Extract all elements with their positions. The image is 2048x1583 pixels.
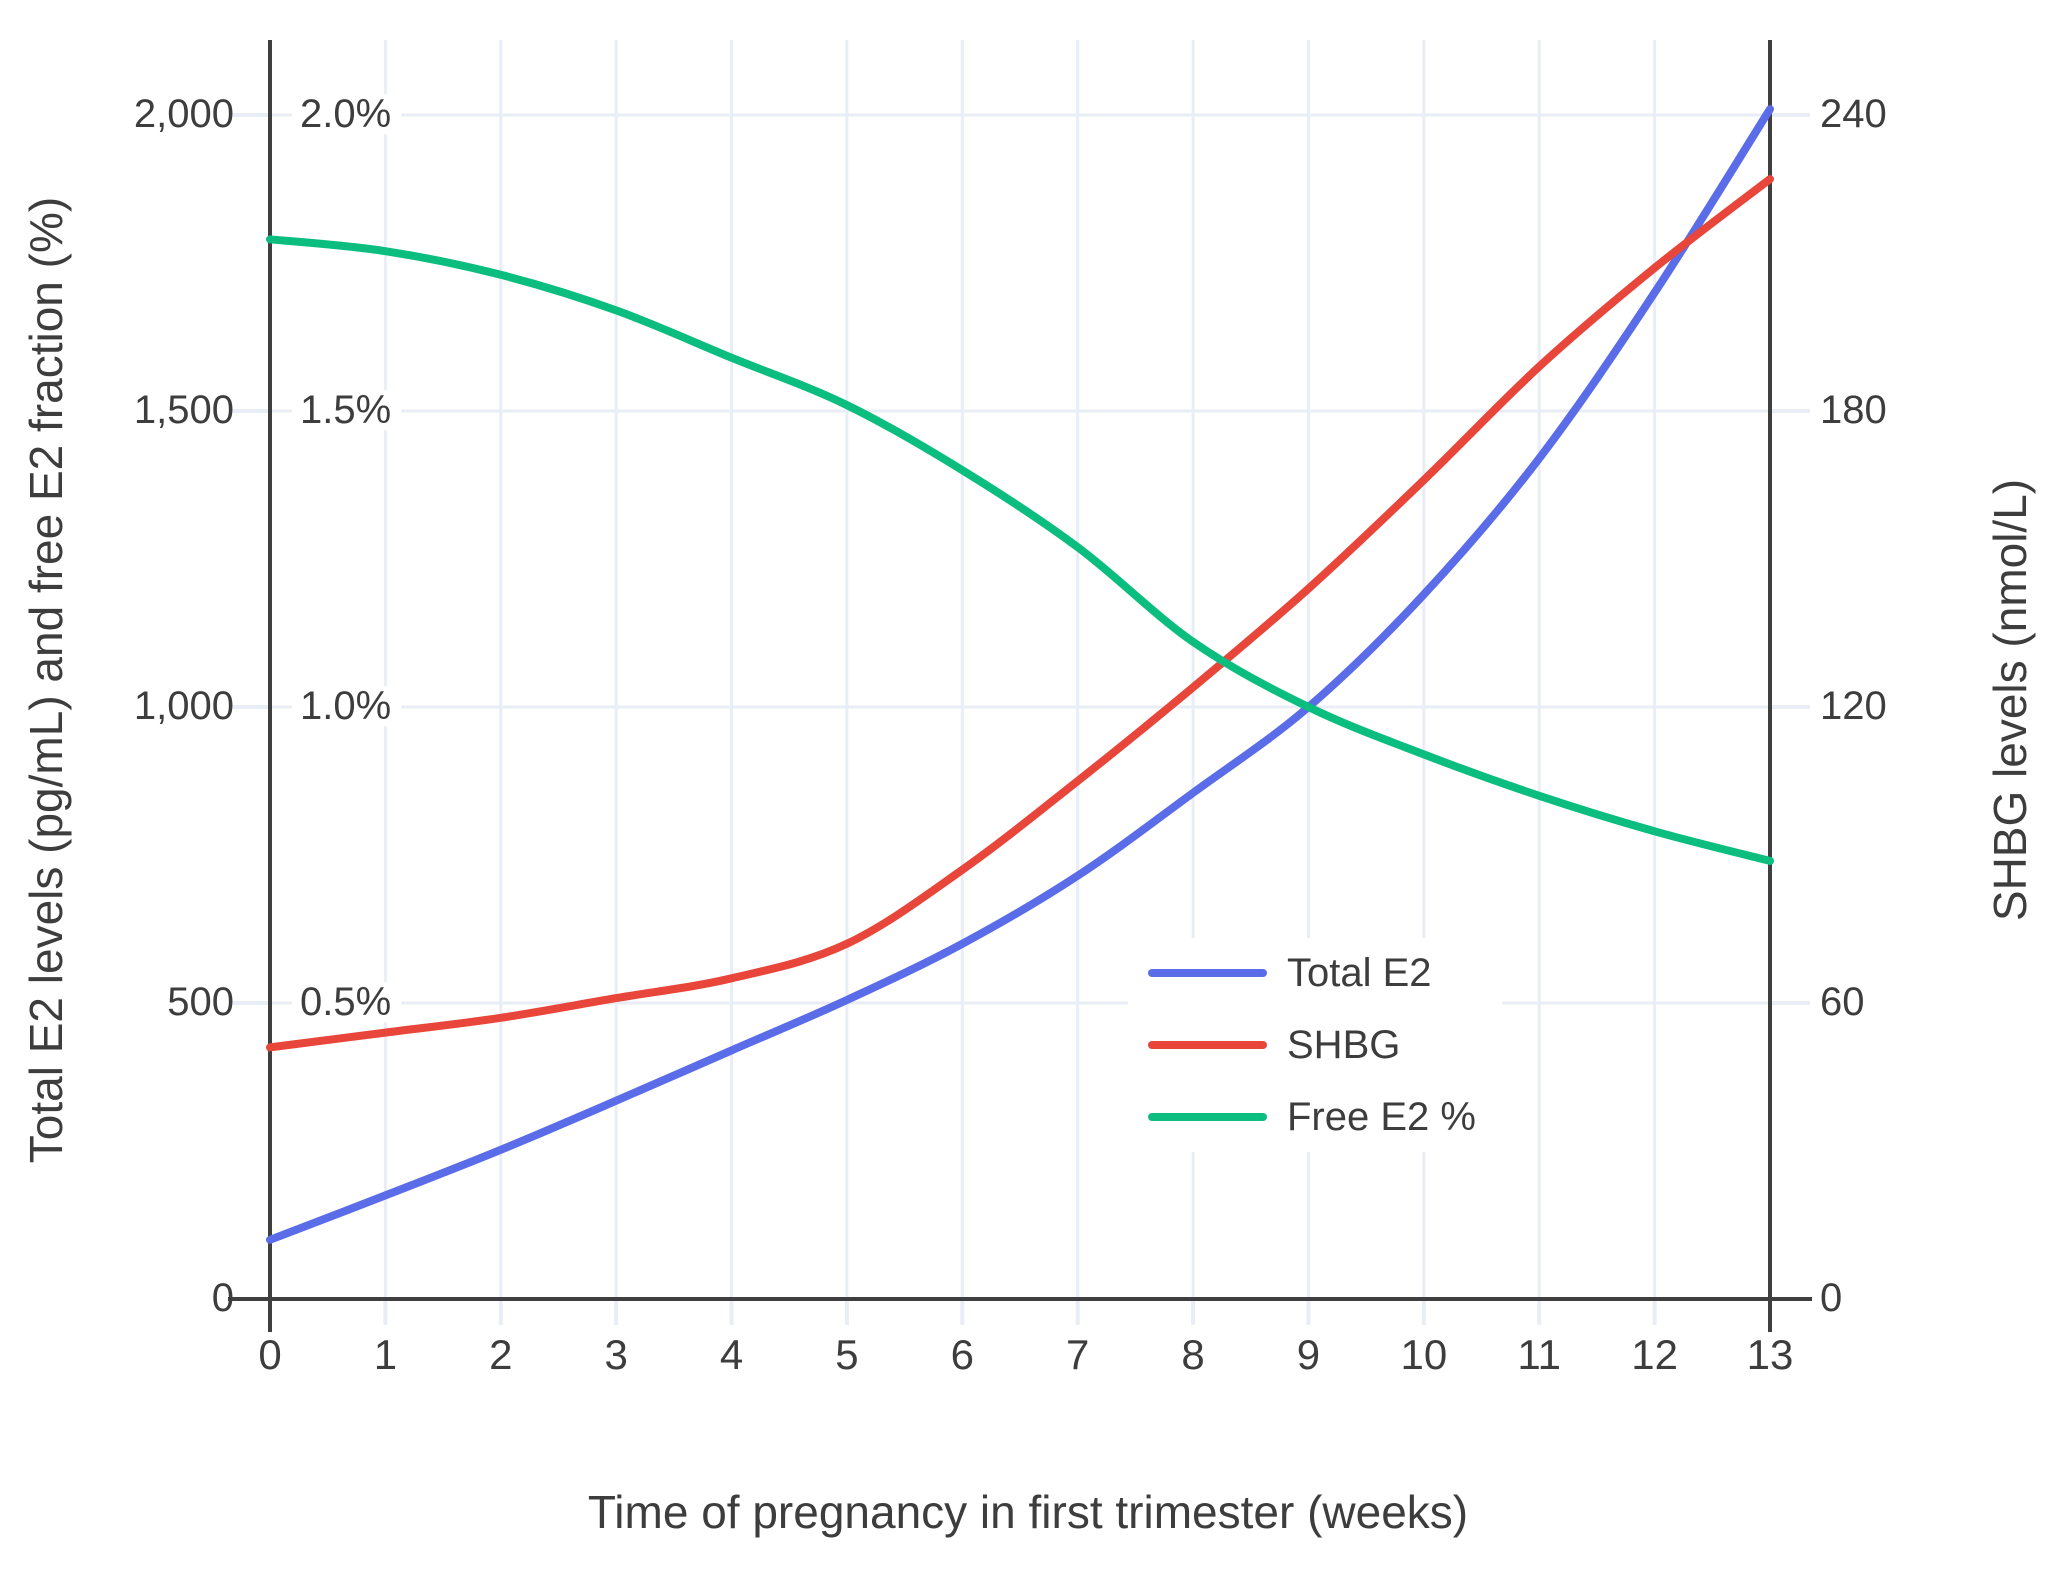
- x-axis-tick-label: 6: [950, 1331, 974, 1378]
- x-axis-tick-label: 7: [1066, 1331, 1090, 1378]
- x-axis-tick-label: 12: [1631, 1331, 1678, 1378]
- left-axis-tick-label: 2,000: [133, 92, 234, 137]
- percent-tick-label: 1.5%: [292, 390, 402, 431]
- right-axis-tick-label: 120: [1820, 684, 1887, 729]
- series-line-free-e2-: [266, 235, 1774, 865]
- percent-tick-label: 0.5%: [292, 982, 402, 1023]
- total-e2-line-swatch: [1148, 969, 1267, 977]
- series-line-total-e2: [266, 105, 1774, 1244]
- legend-label-total-e2: Total E2: [1287, 951, 1432, 995]
- free-e2-line-swatch: [1148, 1113, 1267, 1121]
- right-axis-tick-label: 180: [1820, 388, 1887, 433]
- legend-label-free-e2: Free E2 %: [1287, 1095, 1476, 1139]
- right-axis-tick-label: 240: [1820, 92, 1887, 137]
- left-axis-tick-label: 500: [167, 980, 234, 1025]
- x-axis-tick-label: 5: [835, 1331, 859, 1378]
- percent-tick-label: 1.0%: [292, 686, 402, 727]
- x-axis-tick-label: 8: [1181, 1331, 1205, 1378]
- right-axis-title: SHBG levels (nmol/L): [1984, 478, 2036, 922]
- shbg-line-swatch: [1148, 1041, 1267, 1049]
- legend-item-shbg: SHBG: [1148, 1024, 1476, 1066]
- right-axis-tick-label: 60: [1820, 980, 1865, 1025]
- x-axis-tick-label: 1: [373, 1331, 398, 1378]
- right-axis-tick-label: 0: [1820, 1276, 1843, 1321]
- left-axis-tick-label: 0: [211, 1276, 234, 1321]
- x-axis-tick-label: 4: [719, 1331, 744, 1378]
- legend-item-total-e2: Total E2: [1148, 952, 1476, 994]
- series-line-shbg: [266, 175, 1774, 1052]
- percent-tick-label: 2.0%: [292, 94, 402, 135]
- left-axis-tick-label: 1,500: [133, 388, 234, 433]
- x-axis-tick-label: 11: [1517, 1331, 1562, 1378]
- left-axis-tick-label: 1,000: [133, 684, 234, 729]
- x-axis-title: Time of pregnancy in first trimester (we…: [587, 1486, 1469, 1538]
- x-axis-tick-label: 10: [1400, 1331, 1448, 1378]
- legend: Total E2 SHBG Free E2 %: [1128, 938, 1502, 1152]
- x-axis-tick-label: 2: [489, 1331, 513, 1378]
- x-axis-tick-label: 3: [604, 1331, 628, 1378]
- left-axis-title: Total E2 levels (pg/mL) and free E2 frac…: [20, 196, 72, 1164]
- legend-label-shbg: SHBG: [1287, 1023, 1401, 1067]
- x-axis-tick-label: 13: [1746, 1331, 1794, 1378]
- x-axis-tick-label: 0: [258, 1331, 282, 1378]
- x-axis-tick-label: 9: [1296, 1331, 1321, 1378]
- legend-item-free-e2: Free E2 %: [1148, 1096, 1476, 1138]
